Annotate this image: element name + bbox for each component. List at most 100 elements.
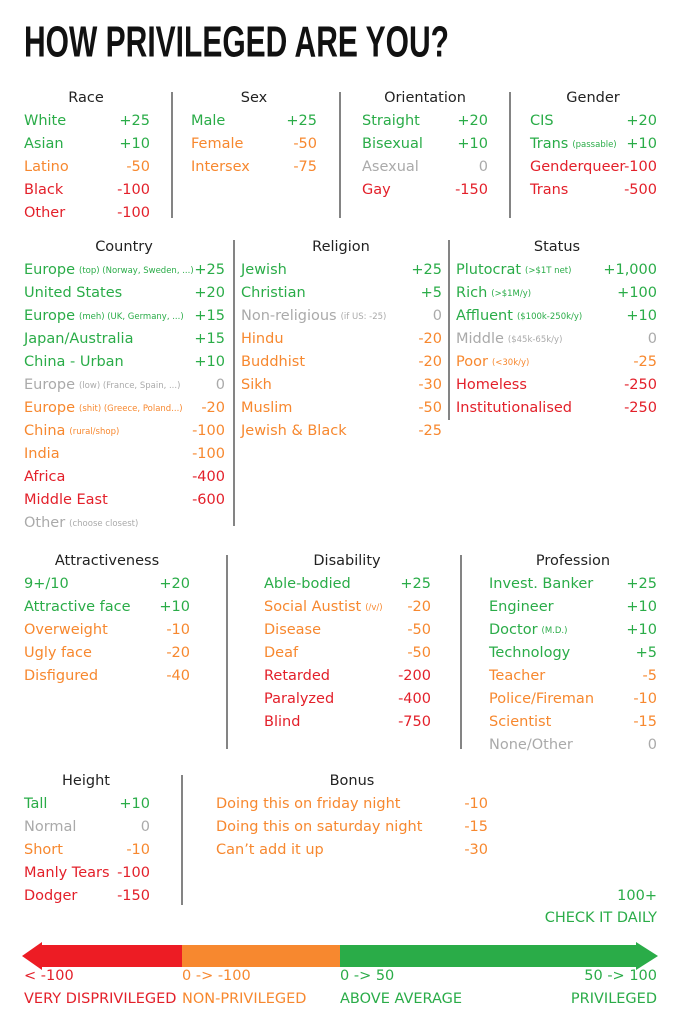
item-value: +1,000 — [603, 262, 657, 278]
item-value: -150 — [117, 888, 150, 904]
item-name: Attractive face — [24, 599, 131, 615]
item-value: +10 — [119, 796, 150, 812]
item-name: Disease — [264, 622, 321, 638]
item-value: +25 — [286, 113, 317, 129]
item-name: Christian — [241, 285, 306, 301]
item-label: Asian — [24, 136, 64, 152]
item-value: -750 — [398, 714, 431, 730]
item-name: Retarded — [264, 668, 330, 684]
scale-label: ABOVE AVERAGE — [340, 991, 462, 1007]
item-label: Institutionalised — [456, 400, 572, 416]
item-name: Middle — [456, 331, 504, 347]
item-label: China - Urban — [24, 354, 124, 370]
item-name: Jewish & Black — [240, 423, 347, 439]
item-name: Deaf — [264, 645, 299, 661]
item-label: Short — [24, 842, 63, 858]
section-title: Height — [62, 773, 110, 789]
item-note: ($45k-65k/y) — [508, 335, 562, 345]
item-note: (if US: -25) — [341, 312, 387, 322]
item-name: None/Other — [489, 737, 573, 753]
item-value: +10 — [457, 136, 488, 152]
item-label: Police/Fireman — [489, 691, 594, 707]
item-label: Japan/Australia — [23, 331, 133, 347]
item-label: Other (choose closest) — [24, 515, 138, 531]
item-name: Trans — [529, 136, 568, 152]
item-label: Africa — [24, 469, 65, 485]
item-value: 0 — [648, 331, 657, 347]
item-value: -40 — [166, 668, 190, 684]
item-name: Europe — [24, 377, 75, 393]
item-label: Affluent ($100k-250k/y) — [456, 308, 582, 324]
item-label: Latino — [24, 159, 69, 175]
item-value: +25 — [411, 262, 442, 278]
item-name: Manly Tears — [24, 865, 110, 881]
scale-range: 50 -> 100 — [584, 968, 657, 984]
section-title: Sex — [241, 90, 268, 106]
item-label: Tall — [23, 796, 47, 812]
scale-label: PRIVILEGED — [571, 991, 657, 1007]
item-name: Asexual — [362, 159, 419, 175]
item-label: Bisexual — [362, 136, 423, 152]
item-value: -50 — [126, 159, 150, 175]
item-name: Normal — [24, 819, 76, 835]
item-value: +20 — [626, 113, 657, 129]
item-label: Other — [24, 205, 65, 221]
item-value: -10 — [126, 842, 150, 858]
item-label: Christian — [241, 285, 306, 301]
item-label: Manly Tears — [24, 865, 110, 881]
item-label: Europe (meh) (UK, Germany, ...) — [24, 308, 184, 324]
item-label: Straight — [362, 113, 420, 129]
item-value: -50 — [407, 622, 431, 638]
item-name: Trans — [529, 182, 568, 198]
item-label: Homeless — [456, 377, 527, 393]
item-name: Technology — [488, 645, 571, 661]
section-title: Orientation — [384, 90, 466, 106]
item-name: Doing this on friday night — [216, 796, 401, 812]
item-label: Gay — [362, 182, 391, 198]
item-name: Scientist — [489, 714, 552, 730]
item-label: Doing this on friday night — [216, 796, 401, 812]
item-note: (M.D.) — [542, 626, 568, 636]
item-name: White — [24, 113, 66, 129]
item-label: United States — [24, 285, 122, 301]
item-label: Jewish — [240, 262, 287, 278]
item-name: China — [24, 423, 65, 439]
item-name: Overweight — [24, 622, 108, 638]
item-value: -500 — [624, 182, 657, 198]
scale-bar — [22, 942, 658, 970]
item-name: Can’t add it up — [216, 842, 324, 858]
item-value: +10 — [119, 136, 150, 152]
item-label: Middle ($45k-65k/y) — [456, 331, 562, 347]
item-label: Europe (low) (France, Spain, ...) — [24, 377, 180, 393]
item-label: Retarded — [264, 668, 330, 684]
section-title: Attractiveness — [55, 553, 159, 569]
item-label: Doctor (M.D.) — [489, 622, 567, 638]
item-name: Hindu — [241, 331, 284, 347]
item-value: -100 — [624, 159, 657, 175]
item-value: -20 — [418, 331, 442, 347]
item-value: -10 — [166, 622, 190, 638]
item-value: -10 — [633, 691, 657, 707]
item-note: (rural/shop) — [69, 427, 119, 437]
item-label: Paralyzed — [264, 691, 334, 707]
item-name: Homeless — [456, 377, 527, 393]
item-name: Doing this on saturday night — [216, 819, 423, 835]
item-label: Trans (passable) — [529, 136, 617, 152]
item-name: Non-religious — [241, 308, 337, 324]
item-value: -400 — [398, 691, 431, 707]
item-name: Middle East — [24, 492, 108, 508]
item-value: -50 — [407, 645, 431, 661]
item-label: Middle East — [24, 492, 108, 508]
item-name: Dodger — [24, 888, 77, 904]
item-value: 0 — [216, 377, 225, 393]
item-value: -100 — [117, 865, 150, 881]
item-name: Africa — [24, 469, 65, 485]
item-value: -30 — [418, 377, 442, 393]
item-value: +10 — [626, 622, 657, 638]
item-label: Doing this on saturday night — [216, 819, 423, 835]
item-value: -600 — [192, 492, 225, 508]
item-name: Sikh — [241, 377, 272, 393]
item-value: -20 — [407, 599, 431, 615]
item-name: Police/Fireman — [489, 691, 594, 707]
